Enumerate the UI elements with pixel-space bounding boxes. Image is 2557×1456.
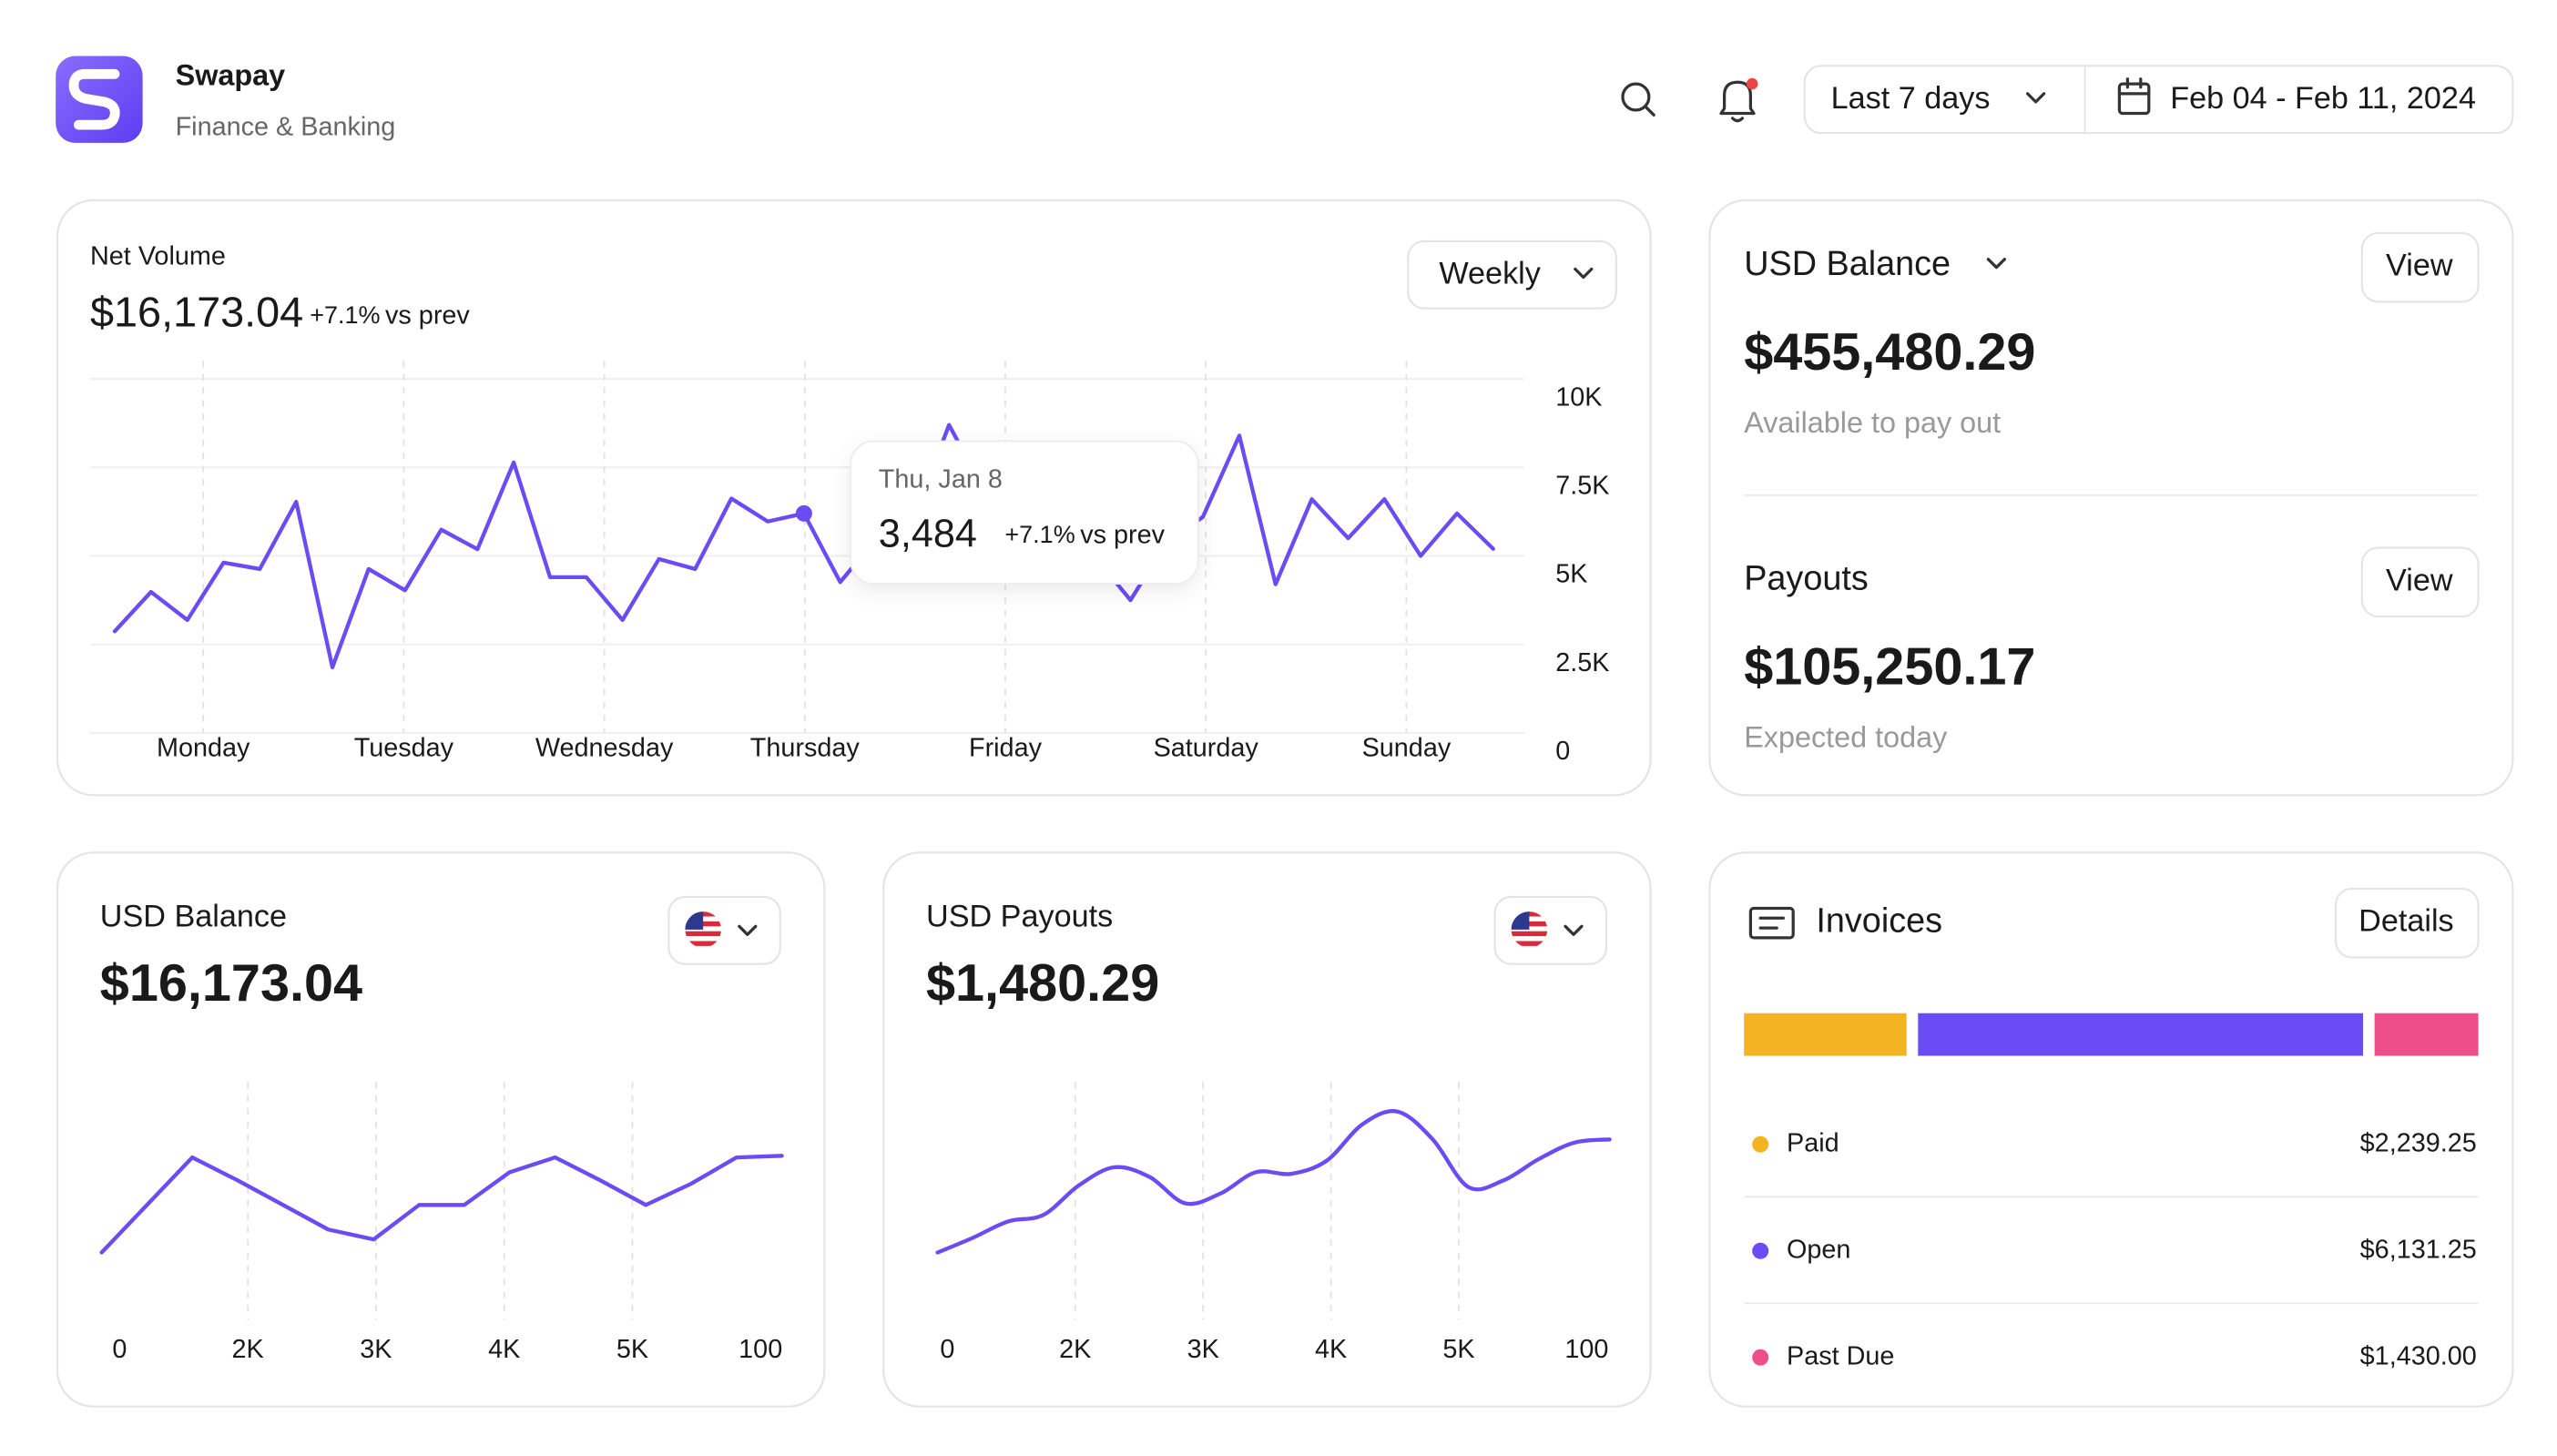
y-tick-label: 7.5K	[1555, 472, 1609, 501]
value-label: $2,239.25	[2360, 1128, 2477, 1157]
x-tick-label: 3K	[1187, 1335, 1219, 1364]
button-label: View	[2386, 249, 2453, 283]
value-label: $6,131.25	[2360, 1235, 2477, 1264]
highlight-point	[795, 504, 812, 522]
range-dropdown[interactable]: Last 7 days	[1831, 81, 2046, 116]
notifications-button[interactable]	[1719, 77, 1758, 123]
view-button[interactable]: View	[2360, 546, 2480, 618]
view-button[interactable]: View	[2360, 231, 2480, 303]
tooltip: Thu, Jan 8 3,484 +7.1% vs prev	[850, 440, 1199, 585]
invoices-icon	[1748, 906, 1795, 940]
details-button[interactable]: Details	[2334, 887, 2480, 959]
card-title: Invoices	[1816, 902, 1942, 941]
net-volume-amount: $16,173.04	[90, 288, 303, 335]
card-title: USD Payouts	[926, 899, 1113, 933]
period-dropdown[interactable]: Weekly	[1407, 239, 1617, 310]
line	[99, 1154, 784, 1255]
tooltip-note: vs prev	[1080, 521, 1165, 550]
y-tick-label: 5K	[1555, 560, 1587, 589]
legend-label: Past Due	[1787, 1341, 1894, 1370]
x-tick-label: 2K	[1059, 1335, 1091, 1364]
tooltip-date: Thu, Jan 8	[879, 464, 1003, 494]
value-label: $1,430.00	[2360, 1341, 2477, 1370]
bar-segment	[2374, 1013, 2479, 1056]
invoices-chart: Paid $2,239.25 Open $6,131.25 Past Due $1,430…	[1744, 1013, 2479, 1370]
search-button[interactable]	[1621, 82, 1655, 117]
header: Swapay Finance & Banking Last 7 days Feb…	[56, 56, 2514, 143]
x-tick-label: 4K	[488, 1335, 520, 1364]
invoices-card	[1708, 851, 2514, 1408]
period-label: Weekly	[1439, 257, 1541, 291]
change: +7.1%	[310, 301, 380, 329]
tooltip-value: 3,484	[879, 512, 977, 555]
card-amount: $16,173.04	[100, 954, 362, 1013]
button-label: View	[2386, 563, 2453, 597]
bar-segment	[1744, 1013, 1907, 1056]
x-tick-label: Friday	[969, 734, 1043, 763]
balance-title: USD Balance	[1744, 245, 1951, 283]
change-note: vs prev	[385, 300, 470, 330]
balance-amount: $455,480.29	[1744, 323, 2035, 382]
tooltip-change: +7.1%	[1004, 521, 1075, 548]
y-tick-label: 10K	[1555, 382, 1602, 412]
app-name: Swapay	[176, 58, 286, 91]
legend-dot	[1752, 1349, 1769, 1366]
x-tick-label: 2K	[232, 1335, 264, 1364]
x-tick-label: 0	[940, 1335, 954, 1364]
date-range: Feb 04 - Feb 11, 2024	[2170, 81, 2476, 116]
button-label: Details	[2358, 904, 2454, 939]
legend-dot	[1752, 1242, 1769, 1259]
x-tick-label: 4K	[1315, 1335, 1347, 1364]
legend-label: Paid	[1787, 1128, 1839, 1157]
payouts-note: Expected today	[1744, 721, 1948, 754]
logo-glyph	[68, 68, 120, 130]
legend-dot	[1752, 1135, 1769, 1153]
x-tick-label: 0	[112, 1335, 127, 1364]
usd-payouts-chart: 0 2K 3K 4K 5K 100	[935, 1082, 1612, 1364]
card-title: Net Volume	[90, 242, 226, 271]
balances-card	[1708, 199, 2514, 797]
x-tick-label: Thursday	[750, 734, 861, 763]
y-tick-label: 2.5K	[1555, 648, 1609, 677]
balance-note: Available to pay out	[1744, 406, 2001, 439]
x-tick-label: 5K	[1442, 1335, 1474, 1364]
x-tick-label: 100	[739, 1335, 782, 1364]
payouts-amount: $105,250.17	[1744, 638, 2035, 697]
x-tick-label: Wednesday	[535, 734, 674, 763]
x-tick-label: 5K	[616, 1335, 648, 1364]
x-tick-label: Sunday	[1362, 734, 1452, 763]
x-tick-label: Saturday	[1154, 734, 1259, 763]
net-volume-chart: 0 2.5K 5K 7.5K 10K Monday Tuesday Wednesday Thur…	[90, 361, 1609, 766]
usd-balance-chart: 0 2K 3K 4K 5K 100	[99, 1082, 784, 1364]
date-filter	[1803, 65, 2514, 135]
range-label: Last 7 days	[1831, 81, 1991, 116]
date-picker[interactable]: Feb 04 - Feb 11, 2024	[2117, 77, 2476, 116]
balance-dropdown[interactable]	[1986, 258, 2007, 270]
x-tick-label: Tuesday	[354, 734, 454, 763]
x-tick-label: 100	[1564, 1335, 1608, 1364]
card-amount: $1,480.29	[926, 954, 1159, 1013]
currency-dropdown[interactable]	[1493, 895, 1608, 965]
x-tick-label: 3K	[360, 1335, 392, 1364]
line	[935, 1109, 1612, 1255]
x-tick-label: Monday	[157, 734, 250, 763]
app-subtitle: Finance & Banking	[176, 112, 396, 141]
legend-label: Open	[1787, 1235, 1850, 1264]
bar-segment	[1918, 1013, 2364, 1056]
y-tick-label: 0	[1555, 737, 1570, 766]
currency-dropdown[interactable]	[667, 895, 781, 965]
payouts-title: Payouts	[1744, 559, 1869, 597]
card-title: USD Balance	[100, 899, 287, 933]
